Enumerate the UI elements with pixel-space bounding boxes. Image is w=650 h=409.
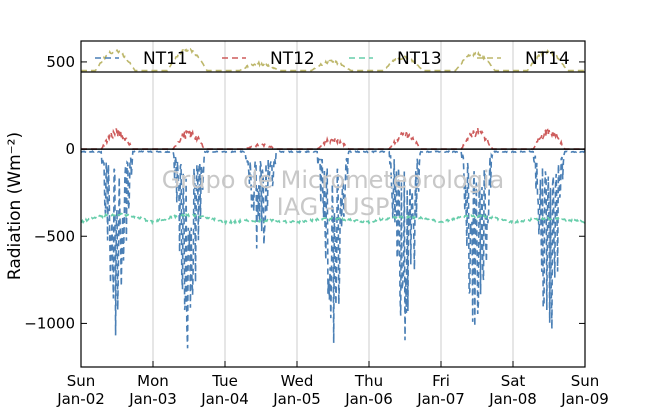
x-tick-label-date: Jan-03 xyxy=(128,390,177,408)
x-tick-label-day: Sun xyxy=(67,372,96,390)
x-tick-label-day: Thu xyxy=(354,372,383,390)
x-tick-label-day: Fri xyxy=(432,372,450,390)
y-tick-label: 500 xyxy=(46,53,75,71)
x-tick-label-date: Jan-09 xyxy=(560,390,609,408)
legend-label-nt14: NT14 xyxy=(525,49,570,69)
x-tick-label-date: Jan-02 xyxy=(56,390,105,408)
y-tick-label: −500 xyxy=(34,227,75,245)
x-tick-label-date: Jan-07 xyxy=(416,390,465,408)
series-line-nt13 xyxy=(80,211,586,226)
legend-label-nt11: NT11 xyxy=(143,49,188,69)
y-axis-title: Radiation (Wm⁻²) xyxy=(5,132,25,280)
x-tick-label-day: Mon xyxy=(137,372,169,390)
grid-lines xyxy=(152,41,514,367)
series-line-nt14 xyxy=(81,47,585,72)
series-line-nt12 xyxy=(81,127,585,150)
watermark: Grupo de Micrometeorologia IAG - USP xyxy=(162,166,504,221)
legend-label-nt13: NT13 xyxy=(397,49,442,69)
watermark-line-2: IAG - USP xyxy=(277,193,390,221)
legend-label-nt12: NT12 xyxy=(270,49,315,69)
axis-ticks: 5000−500−1000SunJan-02MonJan-03TueJan-04… xyxy=(24,53,609,408)
x-tick-label-day: Sat xyxy=(501,372,526,390)
x-tick-label-date: Jan-08 xyxy=(488,390,537,408)
plot-frame xyxy=(80,40,586,368)
watermark-line-1: Grupo de Micrometeorologia xyxy=(162,166,504,194)
x-tick-label-day: Wed xyxy=(281,372,314,390)
y-tick-label: −1000 xyxy=(24,314,75,332)
x-tick-label-date: Jan-04 xyxy=(200,390,249,408)
x-tick-label-day: Tue xyxy=(211,372,238,390)
x-tick-label-date: Jan-05 xyxy=(272,390,321,408)
y-tick-label: 0 xyxy=(65,140,75,158)
legend: NT11 NT12 NT13 NT14 xyxy=(81,49,585,73)
x-tick-label-date: Jan-06 xyxy=(344,390,393,408)
series-line-nt11 xyxy=(80,149,586,349)
x-tick-label-day: Sun xyxy=(571,372,600,390)
